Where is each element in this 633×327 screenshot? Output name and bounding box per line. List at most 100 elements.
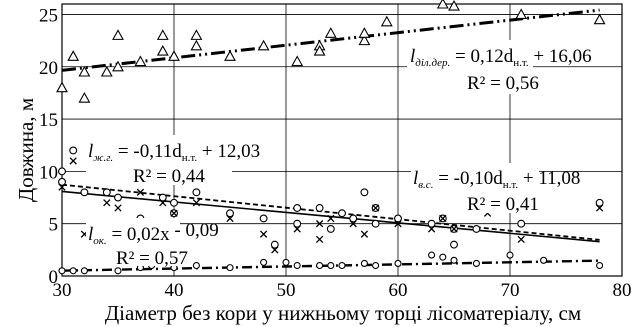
cross-point: [159, 199, 167, 207]
cross-point: [394, 220, 402, 228]
circle-point: [69, 146, 78, 155]
cross-point: [103, 199, 111, 207]
eq-sub: ок.: [93, 235, 106, 247]
triangle-point: [112, 29, 124, 40]
eq-mid: = -0,10d: [433, 168, 503, 189]
circle-point: [102, 188, 111, 197]
cross-point: [517, 235, 525, 244]
x-tick-label: 30: [53, 280, 72, 301]
eq-sub2: н.т.: [182, 152, 198, 164]
cross-point: [371, 204, 380, 212]
circle-point: [192, 188, 201, 197]
small-circle-point: [596, 261, 604, 270]
eq-mid: = 0,02x: [107, 224, 170, 245]
small-circle-point: [114, 267, 122, 275]
equation-cross-series: lж.г. = -0,11dн.т. + 12,03 R² = 0,44: [86, 135, 260, 187]
small-circle-point: [472, 259, 480, 267]
small-circle-point: [428, 251, 436, 259]
eq-pre: l: [413, 168, 418, 189]
plot-frame: [61, 3, 623, 277]
triangle-point: [156, 29, 169, 40]
y-tick-label: 25: [39, 5, 58, 26]
x-axis-label: Діаметр без кори у нижньому торці лісома…: [105, 301, 581, 325]
triangle-point: [168, 50, 180, 61]
cross-point: [170, 209, 178, 217]
circle-point: [226, 209, 234, 218]
triangle-point: [224, 50, 236, 61]
circle-point: [315, 204, 324, 212]
tick-labels: 30 40 50 60 70 80 0 5 10 15 20 25: [39, 5, 632, 301]
circle-point: [349, 214, 358, 223]
x-tick-label: 50: [277, 280, 296, 301]
cross-point: [595, 204, 604, 212]
trend-line-triangle: [61, 8, 600, 72]
circle-point: [293, 204, 302, 212]
circle-point: [472, 224, 481, 233]
equation-small-circle-series: lок. = 0,02x - 0,09 R² = 0,57: [86, 218, 219, 269]
small-circle-point: [338, 261, 346, 270]
circle-point: [58, 167, 66, 176]
eq-r2: R² = 0,56: [467, 73, 539, 94]
small-circle-point: [394, 259, 402, 267]
circle-point: [270, 240, 279, 249]
circle-point: [338, 209, 346, 218]
circle-point: [326, 224, 335, 233]
circle-point: [427, 219, 436, 228]
circle-point: [293, 219, 302, 228]
eq-post: + 16,06: [529, 46, 592, 67]
y-tick-label: 15: [39, 110, 58, 131]
small-circle-point: [69, 267, 77, 275]
cross-point: [136, 188, 145, 196]
triangle-point: [358, 27, 371, 38]
small-circle-point: [226, 264, 234, 272]
eq-sub: в.с.: [418, 179, 433, 191]
small-circle-point: [260, 258, 268, 266]
triangle-point: [358, 34, 371, 46]
equation-circle-series: lв.с. = -0,10dн.т. + 11,08 R² = 0,41: [411, 163, 580, 215]
trend-line-cross: [61, 183, 600, 241]
circle-point: [259, 214, 268, 223]
cross-point: [114, 204, 122, 212]
small-circle-point: [80, 267, 88, 275]
svg-text:lв.с. = -0,10dн.т. + 11,08: lв.с. = -0,10dн.т. + 11,08: [413, 168, 580, 191]
circle-point: [371, 219, 380, 228]
cross-point: [450, 225, 458, 233]
cross-point: [360, 230, 369, 238]
trend-line-circle: [61, 190, 600, 243]
triangle-point: [291, 55, 304, 67]
triangle-point: [190, 29, 203, 40]
cross-point: [349, 220, 357, 228]
small-circle-point: [506, 251, 514, 259]
triangle-point: [156, 44, 169, 56]
x-tick-label: 70: [501, 280, 520, 301]
cross-point: [69, 157, 77, 165]
eq-mid: = -0,11d: [113, 141, 182, 162]
x-tick-label: 40: [165, 280, 184, 301]
small-circle-point: [192, 261, 200, 270]
eq-sub: ж.г.: [93, 152, 113, 164]
small-circle-point: [282, 258, 290, 266]
data-points: [56, 0, 606, 275]
cross-point: [439, 214, 447, 223]
eq-sub2: н.т.: [503, 179, 519, 191]
equation-triangle-series: lділ.дер. = 0,12dн.т. + 16,06 R² = 0,56: [407, 40, 592, 94]
eq-r2: R² = 0,57: [116, 248, 188, 269]
triangle-point: [515, 8, 528, 20]
svg-text:lділ.дер. = 0,12dн.т. + 16,06: lділ.дер. = 0,12dн.т. + 16,06: [410, 46, 592, 69]
cross-point: [327, 214, 335, 223]
eq-post: - 0,09: [170, 220, 219, 241]
triangle-point: [448, 0, 460, 11]
small-circle-point: [316, 261, 324, 270]
eq-mid: = 0,12d: [450, 46, 513, 67]
circle-point: [80, 188, 89, 197]
cross-point: [427, 225, 436, 233]
cross-point: [293, 225, 301, 233]
cross-point: [259, 230, 268, 238]
circle-point: [114, 193, 122, 202]
triangle-point: [67, 50, 80, 61]
eq-pre: l: [88, 224, 93, 245]
cross-point: [315, 235, 324, 244]
triangle-point: [134, 55, 147, 67]
triangle-point: [78, 65, 91, 77]
